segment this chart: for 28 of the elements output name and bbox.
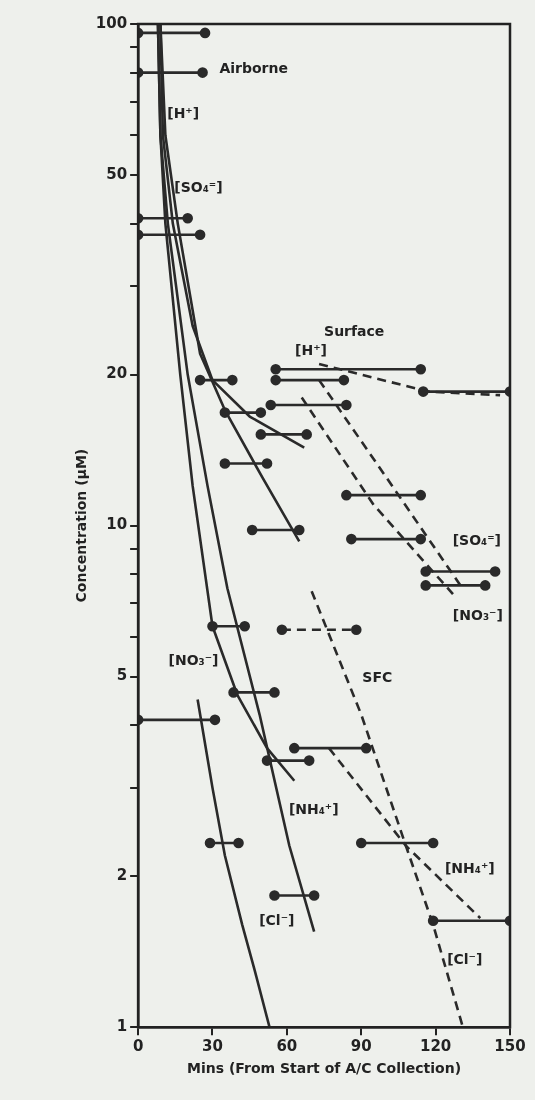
- y-tick-label: 10: [106, 515, 128, 534]
- series-label: [NO₃⁻]: [452, 606, 503, 623]
- x-tick-label: 30: [202, 1037, 223, 1056]
- y-tick-label: 2: [116, 866, 128, 885]
- series-label: [NH₄⁺]: [288, 800, 339, 817]
- series-label: [H⁺]: [295, 342, 327, 359]
- x-tick-label: 150: [494, 1037, 526, 1056]
- annotation: Airborne: [219, 60, 288, 77]
- series-label: [NO₃⁻]: [168, 652, 219, 669]
- y-tick-label: 20: [106, 364, 128, 383]
- x-tick-label: 0: [132, 1037, 144, 1056]
- series-label: [SO₄⁼]: [452, 531, 501, 548]
- y-tick-label: 50: [106, 164, 128, 183]
- x-tick-label: 120: [419, 1037, 452, 1056]
- x-axis-title: Mins (From Start of A/C Collection): [187, 1060, 462, 1077]
- x-tick-label: 60: [276, 1037, 298, 1056]
- series-label: [NH₄⁺]: [444, 860, 495, 877]
- x-tick-label: 90: [350, 1037, 372, 1056]
- series-label: [Cl⁻]: [259, 911, 295, 928]
- series-label: [Cl⁻]: [447, 951, 483, 968]
- series-label: [H⁺]: [167, 104, 200, 121]
- y-tick-label: 1: [116, 1017, 128, 1036]
- annotation: SFC: [362, 669, 393, 686]
- y-tick-label: 100: [95, 13, 128, 32]
- series-label: [SO₄⁼]: [174, 179, 223, 196]
- annotation: Surface: [324, 322, 385, 339]
- y-tick-label: 5: [116, 666, 128, 685]
- y-axis-title: Concentration (μM): [73, 448, 90, 603]
